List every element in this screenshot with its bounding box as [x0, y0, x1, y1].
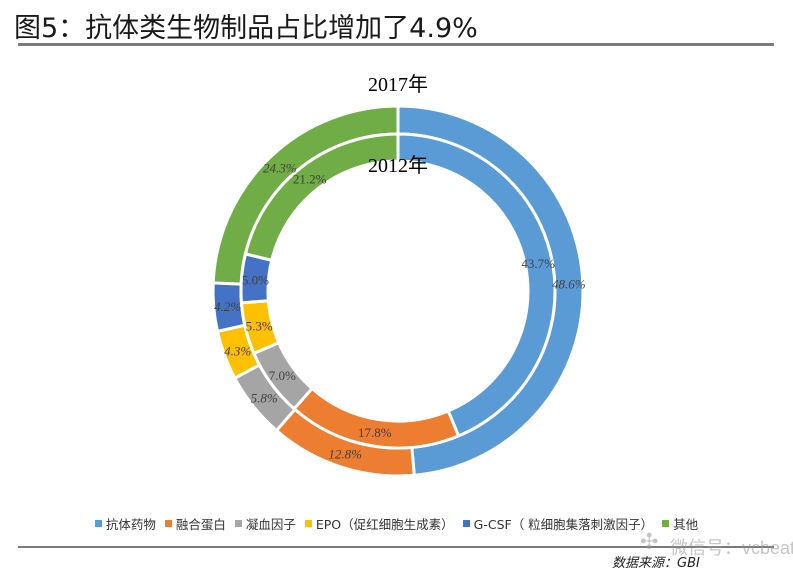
- data-label-2012-3: 5.3%: [246, 318, 273, 333]
- series-label-2012: 2012年: [368, 154, 428, 177]
- legend-label: 抗体药物: [105, 517, 156, 532]
- legend-item: EPO（促红细胞生成素）: [304, 514, 454, 533]
- legend-item: 融合蛋白: [164, 514, 226, 533]
- footer-divider: [18, 546, 774, 548]
- wechat-icon: ✣: [640, 530, 659, 555]
- data-label-2012-5: 21.2%: [293, 172, 327, 187]
- data-label-2012-2: 7.0%: [269, 368, 296, 383]
- legend-label: 融合蛋白: [175, 517, 226, 532]
- legend-swatch: [662, 520, 670, 527]
- legend-swatch: [164, 520, 172, 527]
- legend-label: G-CSF（ 粒细胞集落刺激因子）: [473, 517, 654, 532]
- page-title: 图5：抗体类生物制品占比增加了4.9%: [14, 13, 478, 44]
- data-label-2012-1: 17.8%: [358, 425, 392, 440]
- slice-2012-5: [243, 132, 400, 263]
- legend-item: G-CSF（ 粒细胞集落刺激因子）: [462, 514, 654, 533]
- legend-label: 凝血因子: [245, 517, 296, 532]
- title-divider: [18, 43, 774, 46]
- data-label-2017-3: 4.3%: [224, 343, 251, 358]
- legend-swatch: [94, 520, 102, 527]
- data-label-2017-4: 4.2%: [214, 299, 241, 314]
- legend-item: 其他: [662, 514, 698, 533]
- legend-item: 抗体药物: [94, 514, 156, 533]
- data-label-2012-0: 43.7%: [521, 256, 555, 271]
- series-label-2017: 2017年: [368, 73, 428, 96]
- data-label-2017-5: 24.3%: [263, 160, 297, 175]
- watermark: 微信号：vcbeat: [670, 538, 793, 558]
- legend-label: EPO（促红细胞生成素）: [315, 517, 454, 532]
- outer-ring-2017: [211, 104, 585, 478]
- data-label-2017-2: 5.8%: [251, 390, 278, 405]
- data-label-2017-0: 48.6%: [552, 276, 586, 291]
- data-label-2012-4: 5.0%: [242, 272, 269, 287]
- data-label-2017-1: 12.8%: [328, 447, 362, 462]
- legend-label: 其他: [673, 517, 699, 532]
- chart-legend: 抗体药物 融合蛋白 凝血因子 EPO（促红细胞生成素） G-CSF（ 粒细胞集落刺激因子…: [0, 514, 793, 533]
- legend-item: 凝血因子: [234, 514, 296, 533]
- inner-ring-2012: [239, 132, 557, 450]
- legend-swatch: [304, 520, 312, 527]
- legend-swatch: [462, 520, 470, 527]
- data-source: 数据来源：GBI: [612, 556, 700, 571]
- legend-swatch: [234, 520, 242, 527]
